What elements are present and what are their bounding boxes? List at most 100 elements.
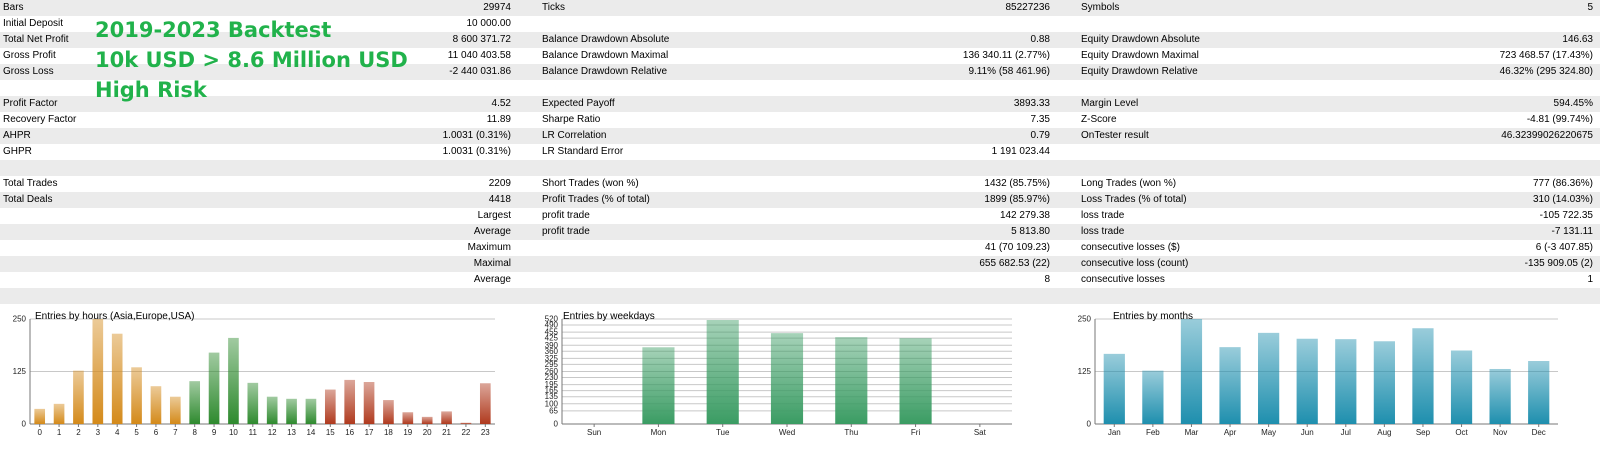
metric-label: Initial Deposit	[3, 18, 64, 29]
metric-label	[542, 80, 762, 96]
x-tick-label: 21	[442, 428, 451, 437]
metric-value: 10 000.00	[466, 18, 512, 29]
bar-10	[228, 337, 239, 424]
metric-label: Equity Drawdown Absolute	[1081, 34, 1200, 45]
bar-mar	[1180, 319, 1203, 424]
metric-label	[3, 224, 143, 240]
bar-14	[305, 398, 317, 424]
overlay-line-growth: 10k USD > 8.6 Million USD	[95, 48, 408, 72]
bar-wed	[770, 333, 804, 424]
x-tick-label: 10	[229, 428, 238, 437]
bar-4	[111, 333, 123, 424]
x-tick-label: 7	[173, 428, 178, 437]
x-tick-label: Fri	[911, 428, 921, 437]
x-tick-label: 17	[365, 428, 374, 437]
metric-label	[3, 272, 143, 288]
chart-title: Entries by hours (Asia,Europe,USA)	[35, 311, 195, 322]
metric-value: 29974	[483, 2, 511, 13]
metric-label: GHPR	[3, 146, 32, 157]
bar-jan	[1103, 353, 1125, 424]
metric-value	[760, 288, 1050, 304]
chart-title: Entries by months	[1113, 311, 1194, 322]
report-row: Recovery Factor 11.89 Sharpe Ratio 7.35 Z-Sc…	[0, 112, 1600, 128]
metric-value	[1320, 16, 1593, 32]
y-tick-label: 390	[545, 341, 559, 350]
metric-value	[760, 80, 1050, 96]
metric-label: Margin Level	[1081, 98, 1139, 109]
bar-feb	[1142, 370, 1164, 424]
metric-label: Recovery Factor	[3, 114, 77, 125]
y-tick-label: 125	[1078, 367, 1092, 376]
metric-label	[3, 208, 143, 224]
report-row: Average 8 consecutive losses 1	[0, 272, 1600, 288]
metric-value: 0.88	[1030, 34, 1050, 45]
metric-label: profit trade	[542, 226, 590, 237]
report-row: Maximal 655 682.53 (22) consecutive loss (…	[0, 256, 1600, 272]
metric-label	[1081, 16, 1321, 32]
metric-value: 46.32399026220675	[1501, 130, 1593, 141]
metric-label	[3, 160, 143, 176]
bar-19	[402, 412, 414, 424]
metric-label: Balance Drawdown Maximal	[542, 50, 669, 61]
bar-dec	[1528, 361, 1550, 424]
metric-label	[3, 256, 143, 272]
y-tick-label: 250	[1078, 315, 1092, 324]
x-tick-label: 3	[96, 428, 101, 437]
bar-thu	[835, 337, 868, 424]
metric-value: 594.45%	[1553, 98, 1593, 109]
metric-label: LR Correlation	[542, 130, 607, 141]
x-tick-label: Tue	[716, 428, 730, 437]
x-tick-label: 16	[345, 428, 354, 437]
metric-label: AHPR	[3, 130, 31, 141]
y-tick-label: 165	[545, 386, 559, 395]
metric-value: 142 279.38	[999, 210, 1050, 221]
overlay-line-period: 2019-2023 Backtest	[95, 18, 332, 42]
metric-label: LR Standard Error	[542, 146, 624, 157]
metric-value: 5	[1587, 2, 1593, 13]
bar-nov	[1489, 368, 1511, 424]
bar-18	[383, 400, 394, 424]
y-tick-label: 250	[13, 315, 27, 324]
bar-fri	[899, 338, 932, 424]
metric-value: 11 040 403.58	[447, 50, 511, 61]
metric-label: Profit Factor	[3, 98, 58, 109]
chart-entries-by-weekdays: Entries by weekdays 0 65 100 135 165 195 230 26…	[530, 304, 1050, 454]
metric-value: Largest	[477, 210, 511, 221]
overlay-line-risk: High Risk	[95, 78, 207, 102]
y-tick-label: 425	[545, 334, 559, 343]
metric-label: Symbols	[1081, 2, 1120, 13]
metric-label: loss trade	[1081, 226, 1125, 237]
metric-value: -105 722.35	[1539, 210, 1593, 221]
y-tick-label: 135	[545, 392, 559, 401]
x-tick-label: Mar	[1185, 428, 1199, 437]
y-tick-label: 125	[13, 367, 27, 376]
metric-label: Equity Drawdown Relative	[1081, 66, 1198, 77]
x-tick-label: 5	[134, 428, 139, 437]
x-tick-label: 19	[403, 428, 412, 437]
bar-21	[441, 411, 452, 424]
metric-value: 85227236	[1005, 2, 1051, 13]
y-tick-label: 490	[545, 321, 559, 330]
x-tick-label: Oct	[1455, 428, 1468, 437]
bar-jul	[1335, 339, 1357, 424]
bar-jun	[1296, 338, 1318, 424]
x-tick-label: 14	[306, 428, 315, 437]
y-tick-label: 260	[545, 367, 559, 376]
metric-value: 1 191 023.44	[991, 146, 1050, 157]
x-tick-label: 20	[423, 428, 432, 437]
x-tick-label: 22	[461, 428, 470, 437]
metric-value: 146.63	[1562, 34, 1593, 45]
metric-label: Expected Payoff	[542, 98, 615, 109]
metric-value	[1320, 160, 1593, 176]
report-row	[0, 288, 1600, 304]
bar-may	[1258, 332, 1280, 424]
metric-label: Gross Profit	[3, 50, 56, 61]
y-tick-label: 360	[545, 347, 559, 356]
metric-value	[300, 160, 511, 176]
bar-20	[421, 416, 433, 424]
x-tick-label: 9	[212, 428, 217, 437]
x-tick-label: Feb	[1146, 428, 1160, 437]
bar-0	[34, 408, 46, 424]
x-tick-label: Sun	[587, 428, 601, 437]
bar-2	[73, 370, 84, 424]
